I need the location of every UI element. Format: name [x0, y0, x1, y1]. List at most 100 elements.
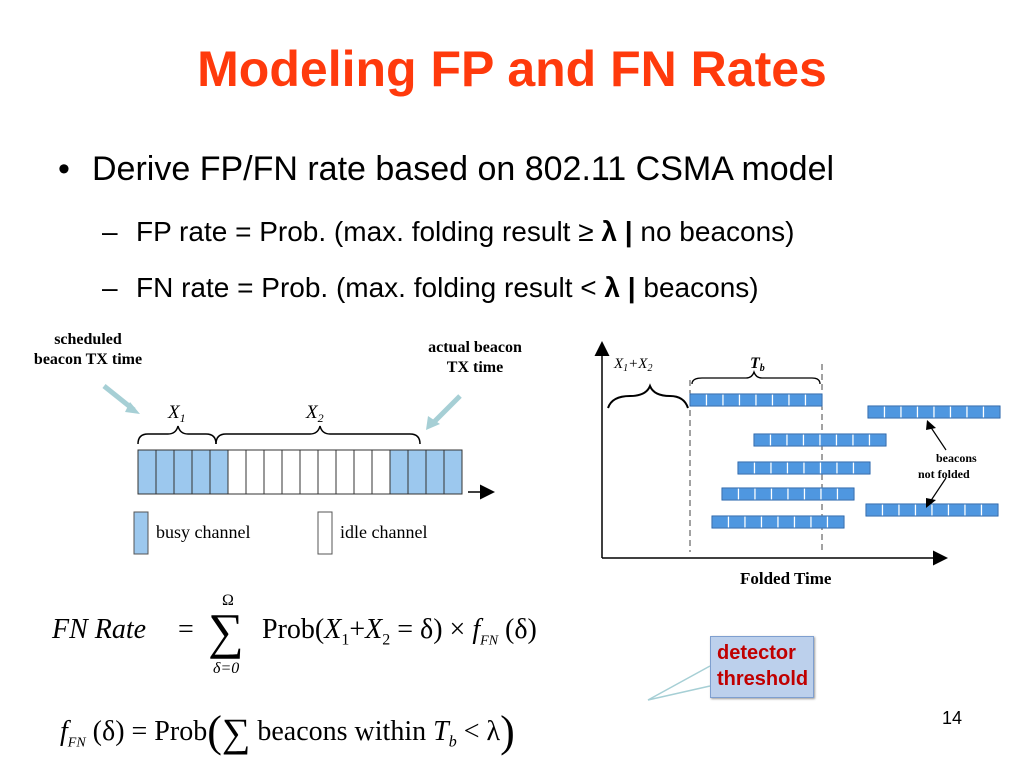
legend-idle-label: idle channel: [340, 522, 427, 542]
tb-var: T: [433, 716, 449, 747]
x2-var: X: [365, 614, 383, 645]
actual-pointer-arrow: [430, 394, 462, 426]
busy-slot: [173, 449, 193, 495]
actual-label-line2: TX time: [446, 359, 504, 376]
f-var: f: [472, 614, 481, 645]
actual-pointer-head: [426, 416, 440, 430]
beacon-cell: [754, 487, 773, 501]
idle-slot: [227, 449, 247, 495]
beacon-cell: [738, 393, 757, 407]
fp-lambda: λ: [601, 216, 617, 247]
busy-slot: [155, 449, 175, 495]
scheduled-pointer-head: [125, 402, 140, 414]
x2-brace: [215, 425, 421, 445]
main-bullet: • Derive FP/FN rate based on 802.11 CSMA …: [58, 150, 834, 189]
beacon-cell: [802, 433, 821, 447]
beacon-cell: [755, 393, 774, 407]
beacon-row-outline: [737, 461, 871, 475]
annotation-arrow-up-head: [926, 420, 936, 430]
busy-slot: [191, 449, 211, 495]
beacon-cell: [835, 433, 854, 447]
idle-slot: [317, 449, 337, 495]
beacon-cell: [721, 487, 740, 501]
beacon-cell: [744, 515, 763, 529]
beacon-cell: [883, 405, 902, 419]
eq-delta: = δ) ×: [390, 614, 473, 645]
beacon-cell: [771, 393, 790, 407]
f2-arg: (δ) = Prob: [85, 716, 208, 747]
annotation-arrow-up: [929, 425, 947, 451]
beacon-cell: [867, 405, 886, 419]
dash-glyph: –: [102, 272, 118, 303]
beacon-cell: [947, 503, 966, 517]
formula1-body: Prob(X1+X2 = δ) × fFN (δ): [262, 614, 537, 650]
legend-busy-swatch: [133, 511, 149, 555]
x1-var: X: [324, 614, 342, 645]
beacon-row-outline: [867, 405, 1001, 419]
beacon-cell: [820, 487, 839, 501]
fp-rate-suffix: no beacons): [632, 216, 795, 247]
beacon-cell: [786, 461, 805, 475]
folded-time-diagram: Folded Time X1+X2 Tb beacons not folded: [594, 341, 1001, 588]
detector-threshold-callout: detector threshold: [710, 636, 814, 698]
close-paren: ): [500, 707, 515, 756]
beacon-cell: [826, 515, 845, 529]
fp-rate-prefix: FP rate = Prob. (max. folding result ≥: [136, 216, 602, 247]
beacon-cell: [760, 515, 779, 529]
beacon-row-outline: [865, 503, 999, 517]
x1x2-brace: [607, 383, 689, 409]
beacon-cell: [777, 515, 796, 529]
beacon-cell: [898, 503, 917, 517]
beacon-cell: [868, 433, 887, 447]
beacon-cell: [689, 393, 708, 407]
beacon-cell: [705, 393, 724, 407]
busy-slot: [209, 449, 229, 495]
beacon-cell: [980, 503, 999, 517]
tb-sub: b: [448, 733, 457, 751]
beacon-cell: [931, 503, 950, 517]
beacon-cell: [819, 433, 838, 447]
dash-glyph: –: [102, 216, 118, 247]
plus-sign: +: [349, 614, 366, 645]
beacon-cell: [966, 405, 985, 419]
beacon-cell: [982, 405, 1001, 419]
fn-bar: |: [627, 272, 636, 303]
tb-brace: [691, 369, 821, 385]
callout-line2: threshold: [717, 668, 809, 690]
f2-var: f: [60, 716, 68, 747]
sum-lower-limit: δ=0: [213, 660, 240, 677]
busy-slot: [389, 449, 409, 495]
page-number: 14: [942, 708, 963, 728]
idle-slot: [281, 449, 301, 495]
beacon-cell: [769, 433, 788, 447]
legend-busy-label: busy channel: [156, 522, 250, 542]
beacon-cell: [770, 461, 789, 475]
busy-slot: [425, 449, 445, 495]
x2-sub: 2: [382, 631, 391, 649]
beacon-cell: [852, 433, 871, 447]
idle-slot: [299, 449, 319, 495]
fn-rate-bullet: – FN rate = Prob. (max. folding result < …: [102, 272, 759, 304]
beacon-cell: [810, 515, 829, 529]
beacon-cell: [881, 503, 900, 517]
callout-connector: [647, 665, 711, 701]
beacon-cell: [788, 393, 807, 407]
idle-slot: [353, 449, 373, 495]
beacon-cell: [803, 461, 822, 475]
fp-rate-bullet: – FP rate = Prob. (max. folding result ≥ …: [102, 216, 794, 248]
beacon-cell: [836, 487, 855, 501]
callout-line1: detector: [717, 642, 796, 664]
idle-slot: [245, 449, 265, 495]
fn-lambda: λ: [604, 272, 620, 303]
actual-label-line1: actual beacon: [428, 339, 522, 356]
x1-sub: 1: [341, 631, 350, 649]
formula-equals: =: [178, 614, 194, 645]
tb-label: Tb: [750, 355, 765, 374]
sum-sign-2: ∑: [221, 710, 251, 755]
bullet-glyph: •: [58, 150, 70, 188]
main-bullet-text: Derive FP/FN rate based on 802.11 CSMA m…: [92, 150, 835, 188]
x2-label: X2: [305, 402, 324, 425]
fn-rate-prefix: FN rate = Prob. (max. folding result <: [136, 272, 605, 303]
f2-sub: FN: [67, 735, 86, 751]
idle-slot: [335, 449, 355, 495]
